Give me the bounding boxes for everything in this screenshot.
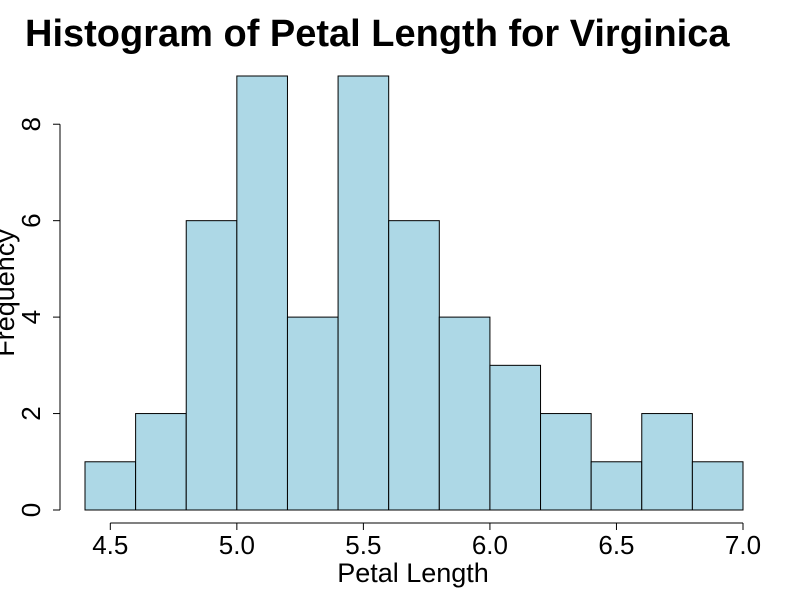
histogram-bar <box>388 220 440 511</box>
x-axis: 4.5 5.0 5.5 6.0 6.5 7.0 <box>92 522 761 560</box>
histogram-bar <box>540 413 592 511</box>
y-tick-label: 6 <box>16 213 46 227</box>
x-tick-label: 6.0 <box>472 530 508 560</box>
histogram-bar <box>691 461 744 511</box>
histogram-bar <box>84 461 137 511</box>
x-tick-label: 6.5 <box>598 530 634 560</box>
histogram-bar <box>236 75 288 511</box>
x-tick-label: 5.5 <box>345 530 381 560</box>
histogram-bar <box>590 461 643 511</box>
y-axis: 0 2 4 6 8 <box>16 117 61 517</box>
histogram-bar <box>185 220 238 511</box>
bars-group <box>84 75 744 511</box>
x-tick-label: 5.0 <box>219 530 255 560</box>
histogram-bar <box>438 316 491 511</box>
y-tick-label: 2 <box>16 406 46 420</box>
x-axis-label: Petal Length <box>337 558 489 588</box>
histogram-bar <box>489 364 542 511</box>
y-axis-label: Frequency <box>0 229 20 357</box>
y-tick-label: 4 <box>16 310 46 324</box>
histogram-bar <box>286 316 339 511</box>
x-tick-label: 4.5 <box>92 530 128 560</box>
y-tick-label: 0 <box>16 503 46 517</box>
y-tick-label: 8 <box>16 117 46 131</box>
histogram-bar <box>337 75 390 511</box>
histogram-bar <box>135 413 187 511</box>
chart-title: Histogram of Petal Length for Virginica <box>25 13 730 55</box>
histogram-bar <box>641 413 693 511</box>
x-tick-label: 7.0 <box>725 530 761 560</box>
